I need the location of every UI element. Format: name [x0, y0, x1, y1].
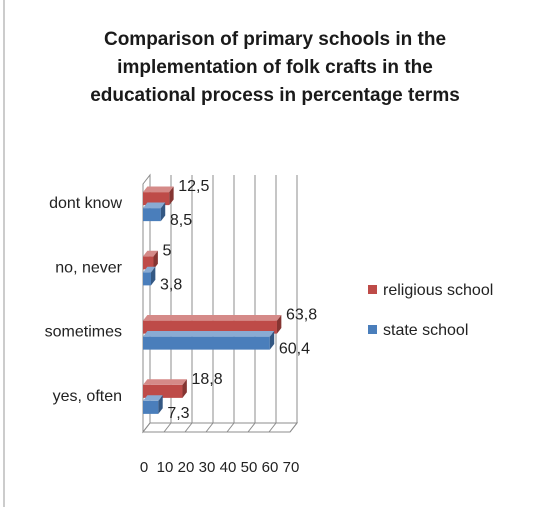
y-category-label: dont know — [49, 195, 122, 212]
x-tick-label: 30 — [199, 459, 216, 476]
bar-religious — [143, 192, 170, 206]
y-category-label: yes, often — [53, 388, 122, 405]
x-tick-label: 0 — [140, 459, 148, 476]
data-label: 18,8 — [191, 371, 222, 388]
gridline-floor — [247, 422, 256, 433]
x-tick-label: 60 — [262, 459, 279, 476]
gridline-floor — [184, 422, 193, 433]
chart-title-line: implementation of folk crafts in the — [117, 57, 433, 78]
gridline-floor — [205, 422, 214, 433]
legend-swatch — [368, 325, 377, 334]
y-category-label: sometimes — [45, 324, 122, 341]
legend-label: religious school — [383, 282, 493, 299]
bar-side-face — [276, 315, 282, 334]
bar-side-face — [169, 186, 174, 206]
bar-state — [143, 336, 270, 350]
gridline-floor — [226, 422, 235, 433]
x-tick-label: 40 — [220, 459, 237, 476]
bar-side-face — [158, 395, 163, 414]
bar-state — [143, 272, 151, 286]
x-tick-label: 70 — [283, 459, 300, 476]
gridline-floor — [142, 422, 151, 433]
data-label: 3,8 — [160, 276, 182, 293]
legend-label: state school — [383, 322, 468, 339]
bar-side-face — [153, 250, 158, 270]
bar-religious — [143, 384, 183, 398]
data-label: 8,5 — [170, 212, 192, 229]
bar-religious — [143, 320, 277, 334]
data-label: 12,5 — [178, 178, 209, 195]
legend-swatch — [368, 285, 377, 294]
bar-state — [143, 208, 161, 222]
bar-top-face — [143, 379, 187, 385]
bar-side-face — [160, 202, 166, 222]
x-tick-label: 20 — [178, 459, 195, 476]
bar-top-face — [143, 186, 174, 193]
x-tick-label: 10 — [157, 459, 174, 476]
data-label: 7,3 — [167, 405, 189, 422]
chart-title-line: educational process in percentage terms — [90, 85, 460, 106]
gridline-floor — [268, 422, 277, 433]
bar-top-face — [143, 331, 275, 337]
data-label: 60,4 — [279, 341, 310, 358]
bar-side-face — [269, 331, 275, 350]
chart-title-line: Comparison of primary schools in the — [103, 29, 447, 50]
bar-side-face — [182, 379, 187, 398]
data-label: 63,8 — [286, 307, 317, 324]
gridline-floor — [163, 422, 172, 433]
x-tick-label: 50 — [241, 459, 258, 476]
bar-top-face — [143, 266, 156, 273]
floor — [141, 422, 299, 433]
chart-title: Comparison of primary schools in the imp… — [60, 26, 490, 110]
y-category-label: no, never — [55, 259, 122, 276]
bar-top-face — [143, 202, 166, 209]
bar-religious — [143, 256, 154, 270]
bar-top-face — [143, 250, 158, 257]
bar-side-face — [150, 266, 156, 286]
bar-state — [143, 400, 159, 414]
data-label: 5 — [163, 242, 172, 259]
bar-top-face — [143, 395, 163, 401]
bar-top-face — [143, 315, 282, 321]
gridline-floor — [289, 422, 298, 433]
